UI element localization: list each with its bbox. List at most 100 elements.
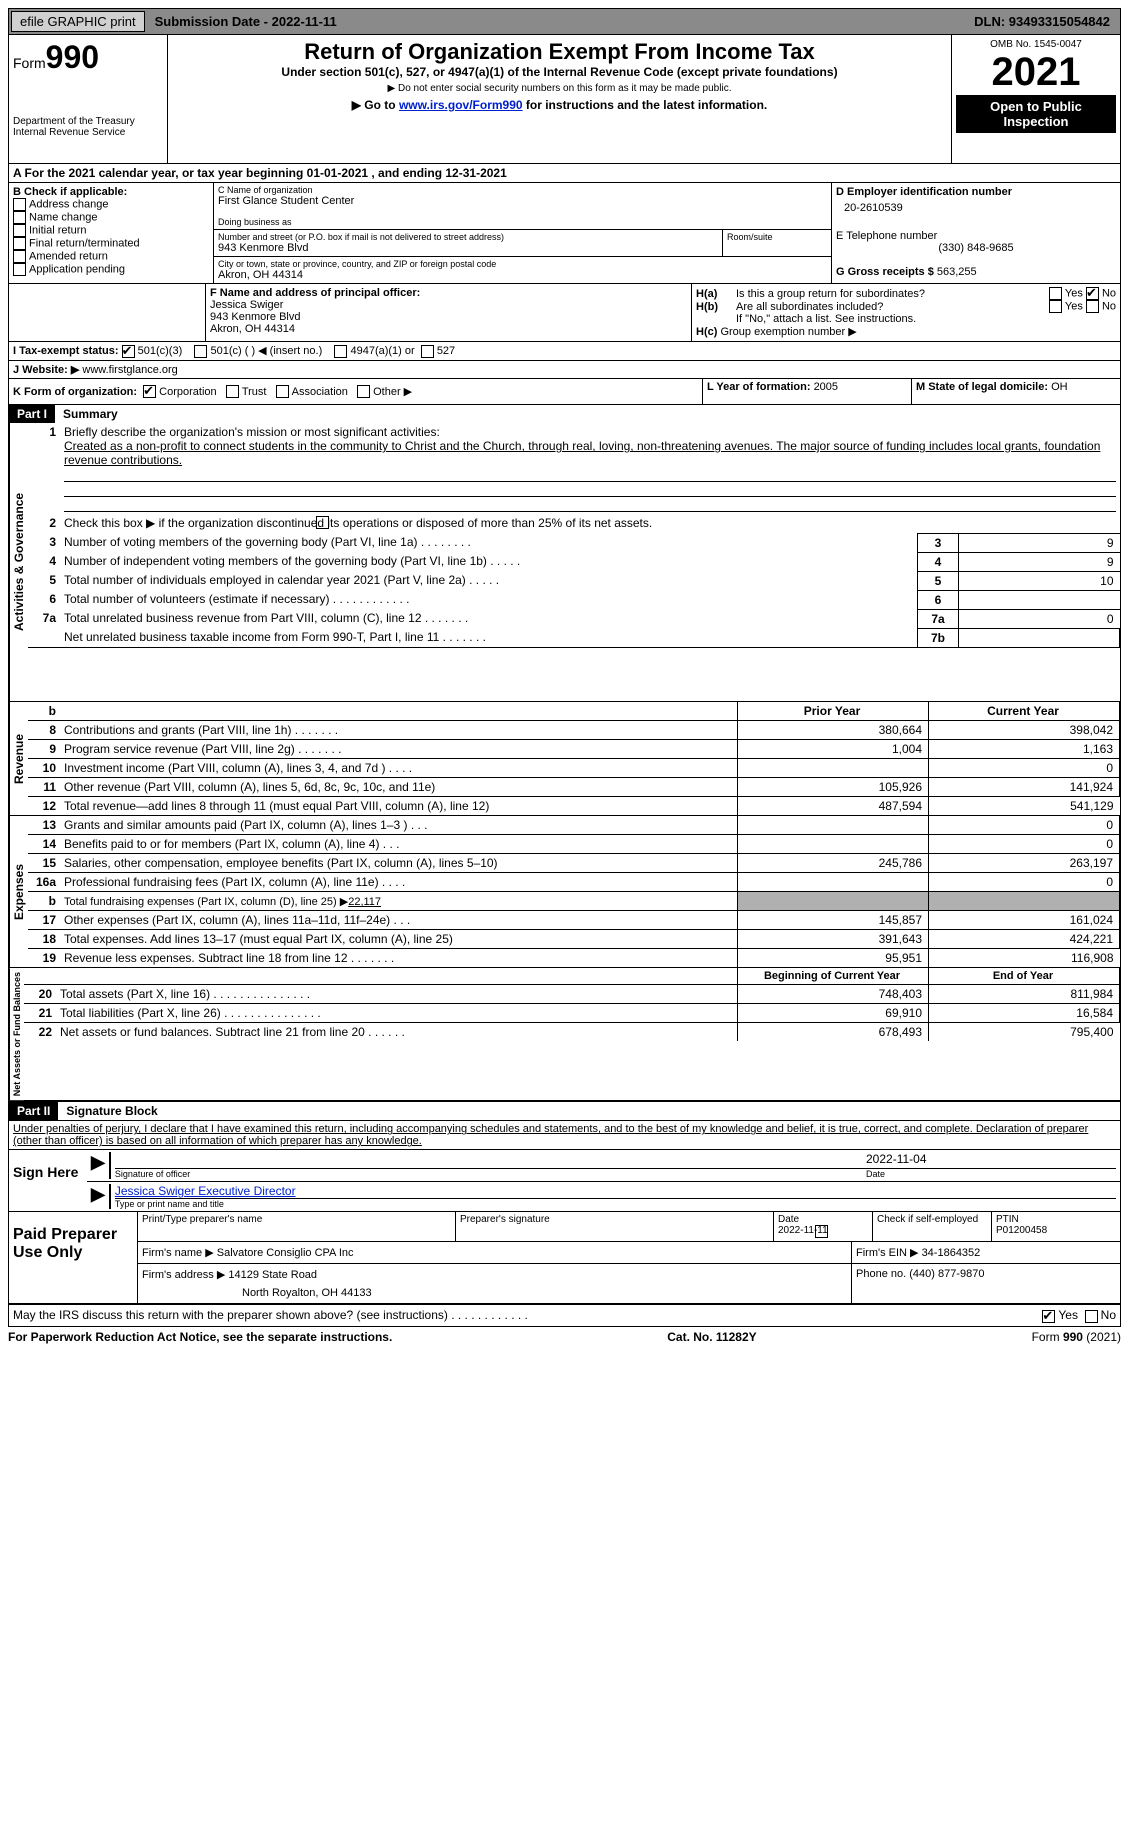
cb-ha-yes[interactable] [1049, 287, 1062, 300]
cb-discontinued[interactable] [316, 516, 329, 529]
py-20: 748,403 [738, 985, 929, 1004]
cy-13: 0 [929, 816, 1120, 835]
cb-self-employed[interactable] [815, 1225, 828, 1238]
firm-address-1: 14129 State Road [228, 1269, 317, 1281]
py-10 [738, 759, 929, 778]
section-bcdeg: B Check if applicable: Address change Na… [8, 183, 1121, 283]
cy-19: 116,908 [929, 949, 1120, 968]
irs-link[interactable]: www.irs.gov/Form990 [399, 98, 523, 112]
cb-name-change[interactable] [13, 211, 26, 224]
val-5: 10 [959, 571, 1120, 590]
section-net-assets: Net Assets or Fund Balances Beginning of… [8, 968, 1121, 1101]
omb-number: OMB No. 1545-0047 [956, 39, 1116, 50]
cy-21: 16,584 [929, 1004, 1120, 1023]
cy-11: 141,924 [929, 778, 1120, 797]
cb-application-pending[interactable] [13, 263, 26, 276]
org-street: 943 Kenmore Blvd [218, 242, 718, 254]
py-18: 391,643 [738, 930, 929, 949]
cb-trust[interactable] [226, 385, 239, 398]
cy-12: 541,129 [929, 797, 1120, 816]
fundraising-expenses: 22,117 [348, 896, 381, 908]
section-fh: F Name and address of principal officer:… [8, 283, 1121, 341]
py-16a [738, 873, 929, 892]
cb-association[interactable] [276, 385, 289, 398]
part2-header: Part II Signature Block [8, 1101, 1121, 1120]
year-formation: 2005 [814, 381, 838, 393]
firm-address-2: North Royalton, OH 44133 [142, 1281, 847, 1299]
cb-other[interactable] [357, 385, 370, 398]
ptin: P01200458 [996, 1225, 1116, 1236]
col-h: H(a) Is this a group return for subordin… [692, 284, 1120, 341]
row-i: I Tax-exempt status: 501(c)(3) 501(c) ( … [8, 341, 1121, 360]
section-activities-governance: Activities & Governance 1 Briefly descri… [8, 423, 1121, 702]
website: www.firstglance.org [82, 364, 177, 376]
val-7b [959, 628, 1120, 647]
py-12: 487,594 [738, 797, 929, 816]
cy-18: 424,221 [929, 930, 1120, 949]
mission-text: Created as a non-profit to connect stude… [64, 439, 1100, 467]
cb-discuss-no[interactable] [1085, 1310, 1098, 1323]
py-14 [738, 835, 929, 854]
py-17: 145,857 [738, 911, 929, 930]
row-j: J Website: ▶ www.firstglance.org [8, 360, 1121, 379]
cb-address-change[interactable] [13, 198, 26, 211]
cb-final-return[interactable] [13, 237, 26, 250]
may-discuss-row: May the IRS discuss this return with the… [8, 1304, 1121, 1326]
py-21: 69,910 [738, 1004, 929, 1023]
dln: DLN: 93493315054842 [974, 14, 1118, 29]
officer-name[interactable]: Jessica Swiger Executive Director [115, 1184, 296, 1198]
form-subtitle-1: Under section 501(c), 527, or 4947(a)(1)… [172, 65, 947, 79]
py-8: 380,664 [738, 721, 929, 740]
py-11: 105,926 [738, 778, 929, 797]
col-f: F Name and address of principal officer:… [206, 284, 692, 341]
paid-preparer-block: Paid Preparer Use Only Print/Type prepar… [8, 1212, 1121, 1304]
col-de: D Employer identification number 20-2610… [831, 183, 1120, 283]
firm-name: Salvatore Consiglio CPA Inc [217, 1247, 354, 1259]
cy-10: 0 [929, 759, 1120, 778]
page-footer: For Paperwork Reduction Act Notice, see … [8, 1327, 1121, 1344]
cb-discuss-yes[interactable] [1042, 1310, 1055, 1323]
irs-label: Internal Revenue Service [13, 127, 163, 138]
cb-527[interactable] [421, 345, 434, 358]
form-number: Form990 [13, 39, 163, 76]
form-header: Form990 Department of the Treasury Inter… [8, 35, 1121, 164]
cb-ha-no[interactable] [1086, 287, 1099, 300]
py-9: 1,004 [738, 740, 929, 759]
cb-corporation[interactable] [143, 385, 156, 398]
py-19: 95,951 [738, 949, 929, 968]
sign-here-block: Sign Here ▶ Signature of officer 2022-11… [8, 1150, 1121, 1212]
cy-16a: 0 [929, 873, 1120, 892]
submission-date: Submission Date - 2022-11-11 [149, 14, 343, 29]
cy-8: 398,042 [929, 721, 1120, 740]
cb-4947[interactable] [334, 345, 347, 358]
ein: 20-2610539 [836, 198, 1116, 218]
open-inspection: Open to Public Inspection [956, 95, 1116, 133]
val-4: 9 [959, 552, 1120, 571]
tax-year: 2021 [956, 50, 1116, 95]
tab-expenses: Expenses [9, 816, 28, 967]
form-subtitle-3: ▶ Go to www.irs.gov/Form990 for instruct… [172, 98, 947, 112]
tab-net-assets: Net Assets or Fund Balances [9, 968, 24, 1100]
cb-501c[interactable] [194, 345, 207, 358]
dept-treasury: Department of the Treasury [13, 116, 163, 127]
row-klm: K Form of organization: Corporation Trus… [8, 379, 1121, 406]
form-title: Return of Organization Exempt From Incom… [172, 39, 947, 65]
cy-15: 263,197 [929, 854, 1120, 873]
sig-date: 2022-11-04 [866, 1152, 1116, 1169]
cb-initial-return[interactable] [13, 224, 26, 237]
cb-501c3[interactable] [122, 345, 135, 358]
cb-hb-yes[interactable] [1049, 300, 1062, 313]
col-c: C Name of organization First Glance Stud… [214, 183, 831, 283]
tab-revenue: Revenue [9, 702, 28, 815]
row-a: A For the 2021 calendar year, or tax yea… [8, 164, 1121, 183]
top-bar: efile GRAPHIC print Submission Date - 20… [8, 8, 1121, 35]
col-b: B Check if applicable: Address change Na… [9, 183, 214, 283]
cy-22: 795,400 [929, 1023, 1120, 1042]
cy-9: 1,163 [929, 740, 1120, 759]
form-subtitle-2: ▶ Do not enter social security numbers o… [172, 83, 947, 94]
val-6 [959, 590, 1120, 609]
cb-amended-return[interactable] [13, 250, 26, 263]
cy-14: 0 [929, 835, 1120, 854]
efile-print-button[interactable]: efile GRAPHIC print [11, 11, 145, 32]
cb-hb-no[interactable] [1086, 300, 1099, 313]
